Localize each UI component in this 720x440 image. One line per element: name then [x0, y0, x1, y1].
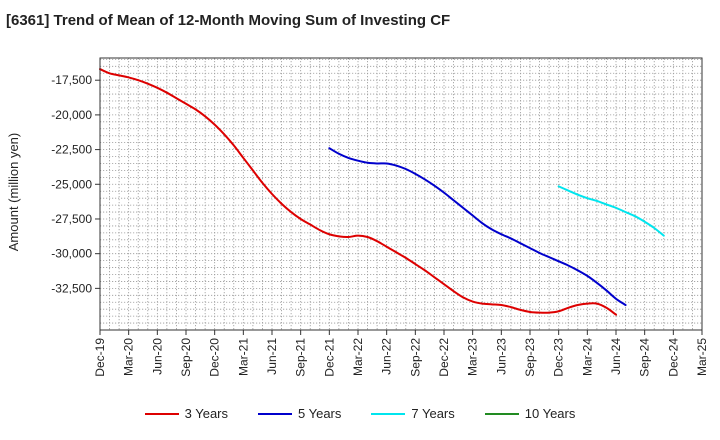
- legend-label: 7 Years: [411, 406, 455, 421]
- y-tick-label: -32,500: [51, 281, 92, 295]
- x-tick-label: Dec-21: [322, 338, 336, 377]
- x-tick-label: Dec-24: [666, 338, 680, 377]
- series-layer: [99, 68, 665, 316]
- x-tick-label: Jun-23: [494, 338, 508, 375]
- legend-label: 5 Years: [298, 406, 342, 421]
- x-tick-label: Sep-21: [294, 338, 308, 377]
- x-tick-label: Jun-20: [150, 338, 164, 375]
- y-tick-label: -22,500: [51, 143, 92, 157]
- series-line-5-years: [328, 147, 627, 307]
- x-tick-label: Jun-21: [265, 338, 279, 375]
- x-tick-label: Dec-22: [437, 338, 451, 377]
- x-tick-label: Mar-22: [351, 338, 365, 376]
- x-tick-label: Mar-24: [580, 338, 594, 376]
- legend-swatch: [258, 412, 292, 415]
- y-axis-ticks: -17,500 -20,000 -22,500 -25,000 -27,500 -30,0…: [51, 73, 100, 295]
- plot-frame: [99, 57, 703, 331]
- x-tick-label: Mar-20: [122, 338, 136, 376]
- x-tick-label: Dec-19: [93, 338, 107, 377]
- chart-legend: 3 Years 5 Years 7 Years 10 Years: [0, 406, 720, 421]
- legend-item-10-years: 10 Years: [484, 406, 576, 421]
- x-tick-label: Mar-21: [236, 338, 250, 376]
- y-tick-label: -30,000: [51, 247, 92, 261]
- x-tick-label: Mar-23: [466, 338, 480, 376]
- y-tick-label: -20,000: [51, 108, 92, 122]
- series-line-7-years: [557, 185, 665, 237]
- legend-swatch: [371, 412, 406, 415]
- x-axis-ticks: Dec-19 Mar-20 Jun-20 Sep-20 Dec-20 Mar-21 Jun-…: [93, 330, 709, 377]
- horizontal-gridlines: [100, 58, 702, 331]
- legend-label: 3 Years: [184, 406, 228, 421]
- x-tick-label: Jun-24: [609, 338, 623, 375]
- x-tick-label: Sep-20: [179, 338, 193, 377]
- legend-item-5-years: 5 Years: [258, 406, 341, 421]
- x-tick-label: Sep-22: [408, 338, 422, 377]
- plot-background: [100, 58, 702, 330]
- x-tick-label: Mar-25: [695, 338, 709, 376]
- y-tick-label: -27,500: [51, 212, 92, 226]
- chart-title: [6361] Trend of Mean of 12-Month Moving …: [6, 12, 451, 29]
- series-line-3-years: [99, 68, 617, 316]
- y-tick-label: -25,000: [51, 177, 92, 191]
- x-tick-label: Dec-23: [552, 338, 566, 377]
- legend-label: 10 Years: [524, 406, 576, 421]
- x-tick-label: Sep-23: [523, 338, 537, 377]
- legend-swatch: [484, 412, 519, 415]
- legend-item-7-years: 7 Years: [371, 406, 455, 421]
- y-axis-label: Amount (million yen): [6, 133, 21, 252]
- legend-item-3-years: 3 Years: [144, 406, 228, 421]
- legend-swatch: [144, 412, 179, 415]
- y-tick-label: -17,500: [51, 73, 92, 87]
- x-tick-label: Dec-20: [208, 338, 222, 377]
- x-tick-label: Jun-22: [380, 338, 394, 375]
- x-tick-label: Sep-24: [638, 338, 652, 377]
